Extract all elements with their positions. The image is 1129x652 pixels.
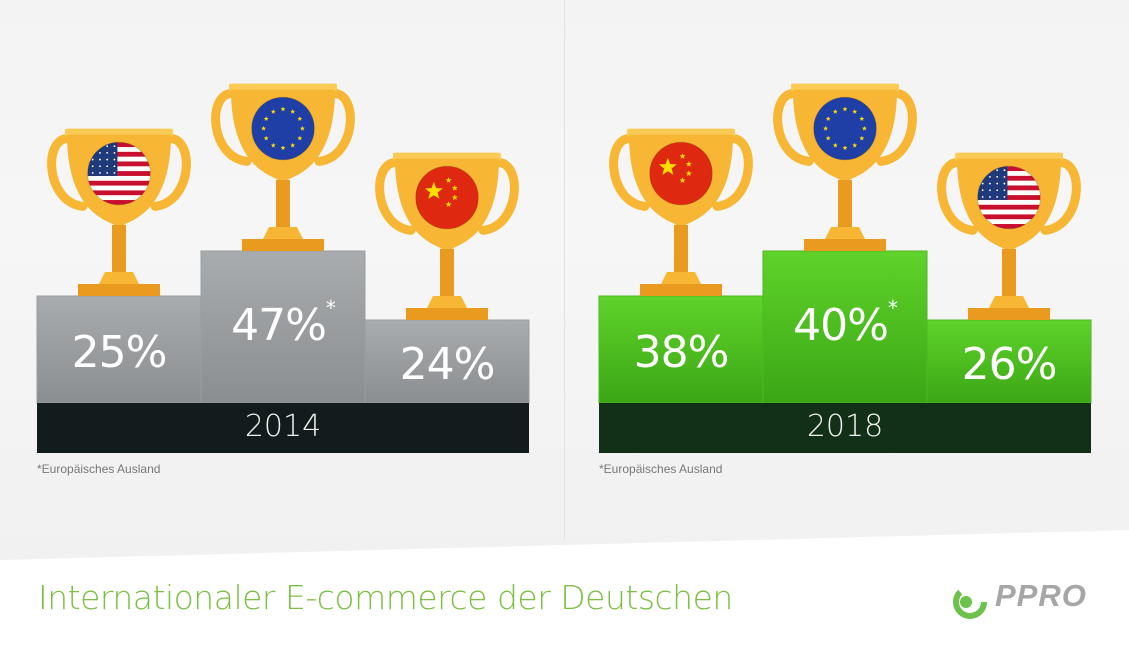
podium-block-1: [598, 295, 764, 404]
value-text: 24%: [399, 339, 496, 390]
podium-block-3: [364, 319, 530, 404]
podium-block-3: [926, 319, 1092, 404]
year-bar: [599, 403, 1091, 453]
footnote: *Europäisches Ausland: [37, 462, 161, 476]
usa-flag-icon: [977, 165, 1041, 230]
podium-svg: [598, 83, 1092, 453]
value-text: 47%: [231, 300, 327, 351]
panel-divider: [564, 0, 565, 540]
trophy-2: [773, 83, 917, 251]
value-text: 25%: [71, 327, 168, 378]
china-flag-icon: [649, 141, 713, 206]
trophy-2: [211, 83, 355, 251]
eu-flag-icon: [251, 96, 315, 161]
footnote-asterisk: *: [325, 296, 336, 320]
trophy-1: [609, 128, 753, 296]
trophy-3: [375, 152, 519, 320]
podium-block-1: [36, 295, 202, 404]
podium-svg: [36, 83, 530, 453]
logo-text: PPRO: [995, 578, 1087, 613]
value-text: 38%: [633, 327, 730, 378]
china-flag-icon: [415, 165, 479, 230]
trophy-1: [47, 128, 191, 296]
value-label-1: 25%: [37, 327, 201, 378]
trophy-3: [937, 152, 1081, 320]
value-label-2: 40%*: [763, 296, 927, 351]
value-label-2: 47%*: [201, 296, 365, 351]
value-label-3: 24%: [365, 339, 529, 390]
year-label: 2018: [806, 409, 884, 444]
podium-chart-2018: 38% 40%* 26% 2018 *Europäisches Ausland: [598, 0, 1092, 500]
value-label-3: 26%: [927, 339, 1091, 390]
value-text: 40%: [793, 300, 889, 351]
background-wave: [0, 530, 1129, 652]
footnote-asterisk: *: [887, 296, 898, 320]
year-label: 2014: [244, 409, 322, 444]
podium-chart-2014: 25% 47%* 24% 2014 *Europäisches Ausland: [36, 0, 530, 500]
eu-flag-icon: [813, 96, 877, 161]
usa-flag-icon: [87, 141, 151, 206]
value-text: 26%: [961, 339, 1058, 390]
page-title: Internationaler E-commerce der Deutschen: [38, 578, 733, 617]
year-bar: [37, 403, 529, 453]
footnote: *Europäisches Ausland: [599, 462, 723, 476]
value-label-1: 38%: [599, 327, 763, 378]
ppro-logo: [953, 585, 987, 619]
